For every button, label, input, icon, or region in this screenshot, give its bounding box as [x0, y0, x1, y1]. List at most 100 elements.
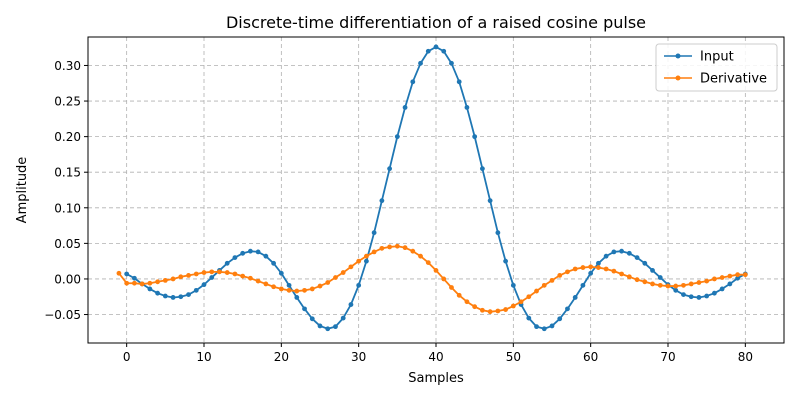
data-point-input [526, 315, 532, 321]
data-point-derivative [596, 265, 601, 270]
data-point-derivative [162, 277, 168, 283]
data-point-input [735, 275, 740, 281]
data-point-input [681, 292, 686, 298]
series-input [124, 44, 748, 332]
data-point-derivative [348, 264, 354, 270]
data-point-input [688, 294, 694, 300]
x-axis-label: Samples [408, 371, 464, 386]
data-point-derivative [727, 273, 733, 279]
x-axis: 0 10 20 30 40 50 60 70 80 [123, 343, 753, 364]
data-point-derivative [696, 280, 702, 285]
data-point-derivative [673, 283, 679, 289]
data-point-input [379, 198, 385, 204]
data-point-input [364, 258, 369, 264]
data-point-derivative [193, 271, 199, 277]
data-point-input [162, 293, 168, 299]
data-point-input [596, 260, 601, 266]
data-point-derivative [278, 286, 284, 292]
data-point-derivative [217, 269, 222, 275]
data-point-derivative [665, 283, 671, 289]
data-point-derivative [510, 303, 516, 309]
data-point-derivative [248, 275, 253, 281]
data-point-derivative [441, 276, 447, 282]
data-point-input [572, 295, 578, 300]
y-tick-label: 0.20 [54, 130, 81, 144]
data-point-derivative [464, 299, 470, 305]
x-tick-label: 70 [660, 350, 675, 364]
data-point-input [503, 258, 508, 264]
data-point-derivative [132, 280, 137, 286]
legend-label-input: Input [700, 50, 734, 65]
data-point-input [155, 290, 161, 296]
series-derivative [116, 243, 748, 315]
data-point-derivative [263, 281, 269, 287]
data-point-derivative [704, 278, 710, 284]
data-point-input [580, 282, 586, 288]
data-point-derivative [116, 270, 122, 276]
data-point-derivative [425, 260, 431, 265]
data-point-input [294, 295, 300, 300]
chart-title: Discrete-time differentiation of a raise… [226, 13, 646, 32]
data-point-input [263, 253, 269, 259]
y-tick-label: 0.10 [54, 201, 81, 215]
x-tick-label: 30 [351, 350, 366, 364]
data-point-derivative [580, 265, 586, 270]
data-point-input [712, 290, 717, 296]
data-point-derivative [186, 273, 191, 278]
data-point-input [178, 294, 184, 300]
data-point-input [549, 323, 555, 329]
data-point-input [565, 306, 570, 312]
y-axis: −0.05 0.00 0.05 0.10 0.15 0.20 0.25 0.30 [44, 59, 88, 322]
data-point-derivative [735, 272, 740, 278]
data-point-input [696, 295, 702, 300]
data-point-derivative [541, 282, 547, 288]
data-point-derivative [240, 273, 246, 279]
data-point-input [642, 260, 648, 266]
y-tick-label: 0.25 [54, 95, 81, 109]
data-point-derivative [364, 253, 369, 259]
y-axis-label: Amplitude [15, 157, 30, 224]
data-point-derivative [503, 307, 508, 312]
data-point-input [657, 275, 663, 280]
data-point-derivative [371, 249, 377, 255]
data-point-derivative [495, 308, 501, 314]
data-point-derivative [487, 309, 493, 315]
data-point-derivative [387, 244, 392, 250]
data-point-input [410, 79, 416, 85]
data-point-input [487, 198, 493, 204]
data-point-input [348, 302, 354, 307]
data-point-input [480, 166, 485, 172]
data-point-input [240, 250, 246, 256]
y-tick-label: −0.05 [44, 308, 81, 322]
data-point-derivative [603, 266, 609, 272]
data-point-input [193, 287, 199, 293]
data-point-derivative [309, 286, 315, 292]
data-point-input [673, 287, 679, 293]
data-point-input [170, 295, 176, 300]
data-point-input [534, 324, 539, 330]
data-point-input [402, 105, 408, 110]
data-point-derivative [572, 266, 578, 272]
y-tick-label: 0.30 [54, 59, 81, 73]
data-point-input [418, 60, 423, 66]
series-layer [116, 44, 748, 332]
grid [88, 37, 784, 343]
x-tick-label: 20 [274, 350, 289, 364]
data-point-derivative [394, 243, 400, 249]
data-point-derivative [224, 270, 230, 275]
x-tick-label: 80 [738, 350, 753, 364]
data-point-derivative [410, 248, 416, 254]
x-tick-label: 60 [583, 350, 598, 364]
data-point-input [433, 44, 439, 50]
data-point-input [634, 255, 640, 260]
data-point-derivative [418, 253, 423, 259]
data-point-input [248, 248, 253, 254]
legend-marker-input [675, 53, 681, 59]
data-point-input [727, 281, 733, 287]
data-point-input [510, 282, 516, 288]
data-point-input [449, 60, 454, 66]
data-point-derivative [634, 277, 640, 283]
data-point-derivative [626, 274, 632, 280]
data-point-input [371, 230, 377, 236]
data-point-derivative [271, 284, 276, 290]
